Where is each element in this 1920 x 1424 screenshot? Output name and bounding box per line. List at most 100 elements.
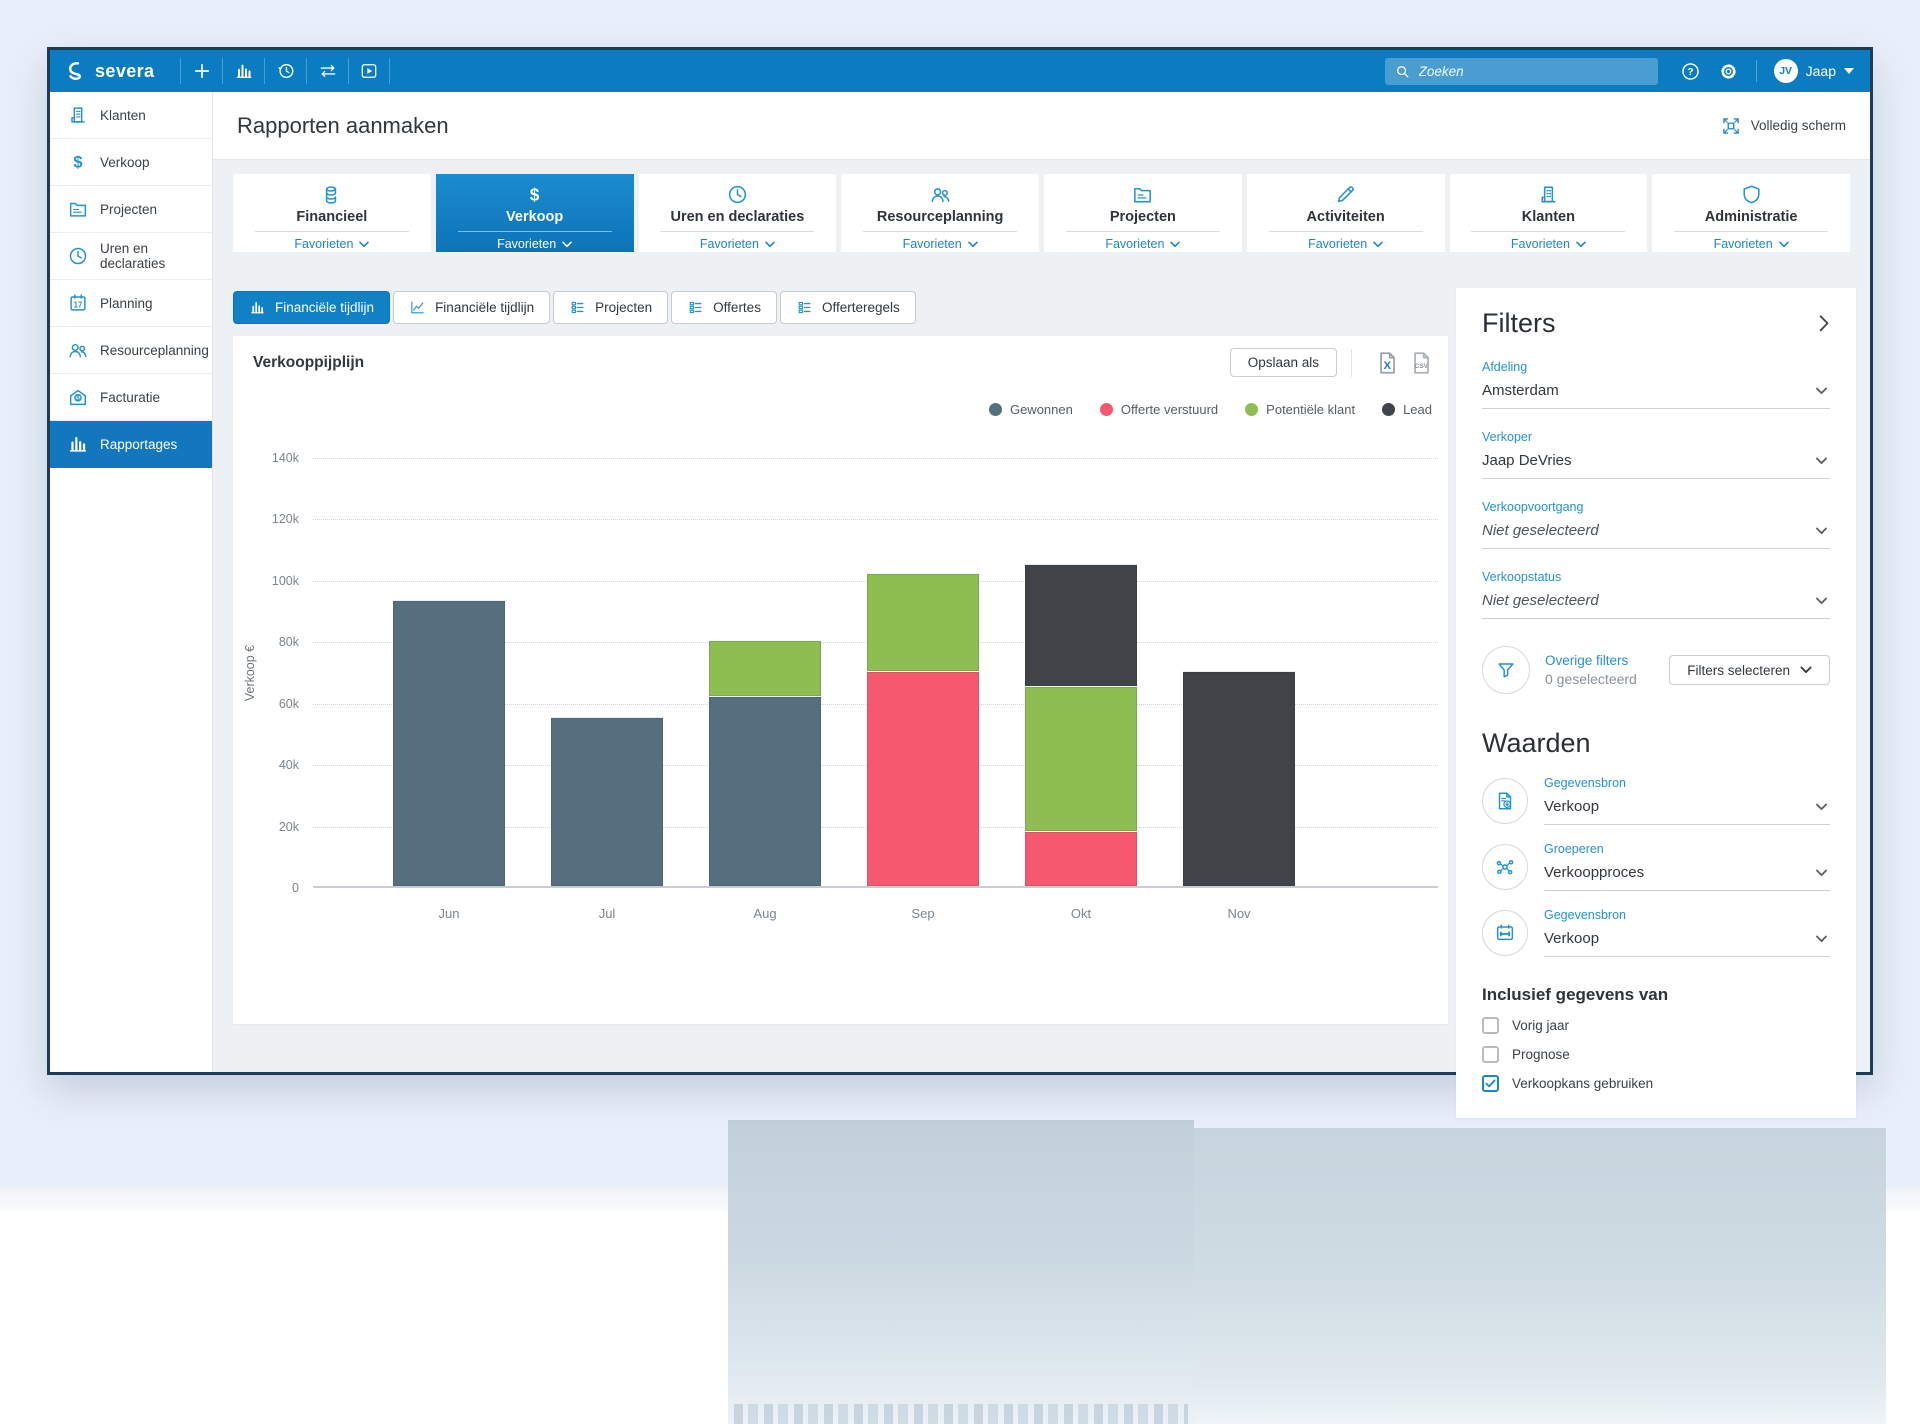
legend-item-offerte-verstuurd[interactable]: Offerte verstuurd xyxy=(1099,402,1218,417)
favorites-dropdown[interactable]: Favorieten xyxy=(1511,237,1586,251)
search-input[interactable] xyxy=(1418,63,1648,79)
report-tabs: Financiële tijdlijn Financiële tijdlijn … xyxy=(233,291,1448,324)
bar-segment-gewonnen[interactable] xyxy=(551,717,663,886)
sidebar-item-label: Klanten xyxy=(100,107,146,123)
play-icon xyxy=(359,61,379,81)
filter-verkoper[interactable]: Verkoper Jaap DeVries xyxy=(1482,430,1830,479)
network-icon xyxy=(1494,856,1516,878)
other-filters-label[interactable]: Overige filters xyxy=(1545,653,1629,668)
sidebar-item-uren-en-declaraties[interactable]: Uren en declaraties xyxy=(50,233,212,280)
select-filters-button[interactable]: Filters selecteren xyxy=(1669,655,1830,685)
bar-segment-gewonnen[interactable] xyxy=(393,600,505,886)
save-as-button[interactable]: Opslaan als xyxy=(1229,348,1337,377)
value-label: Groeperen xyxy=(1544,842,1604,856)
bar-segment-potentiële-klant[interactable] xyxy=(1025,686,1137,831)
settings-gear-icon[interactable] xyxy=(1718,61,1739,82)
filter-afdeling[interactable]: Afdeling Amsterdam xyxy=(1482,360,1830,409)
filter-value: Amsterdam xyxy=(1482,382,1559,399)
report-tab-financiele-tijdlijn-line[interactable]: Financiële tijdlijn xyxy=(393,291,551,324)
chevron-down-icon xyxy=(765,241,775,248)
report-tab-label: Financiële tijdlijn xyxy=(275,300,375,315)
chevron-down-icon xyxy=(1576,241,1586,248)
transfer-button[interactable] xyxy=(306,58,348,84)
tab-activiteiten[interactable]: Activiteiten Favorieten xyxy=(1246,174,1445,252)
x-tick-label: Sep xyxy=(911,906,935,921)
sidebar-item-resourceplanning[interactable]: Resourceplanning xyxy=(50,327,212,374)
bar-segment-potentiële-klant[interactable] xyxy=(867,572,979,671)
top-bar: severa JV Jaap xyxy=(50,50,1870,92)
sidebar-item-rapportages[interactable]: Rapportages xyxy=(50,421,212,468)
favorites-dropdown[interactable]: Favorieten xyxy=(700,237,775,251)
add-button[interactable] xyxy=(180,58,222,84)
bar-segment-offerte-verstuurd[interactable] xyxy=(1025,830,1137,886)
sidebar-item-label: Planning xyxy=(100,295,153,311)
sidebar-item-projecten[interactable]: Projecten xyxy=(50,186,212,233)
value-row-gegevensbron-1[interactable]: Gegevensbron Verkoop xyxy=(1482,776,1830,825)
fullscreen-button[interactable]: Volledig scherm xyxy=(1721,116,1846,136)
chevron-down-icon xyxy=(1815,527,1828,535)
tab-verkoop[interactable]: Verkoop Favorieten xyxy=(435,174,634,252)
favorites-dropdown[interactable]: Favorieten xyxy=(497,237,572,251)
export-csv-icon[interactable] xyxy=(1408,350,1434,376)
reports-button[interactable] xyxy=(222,58,264,84)
filter-verkoopstatus[interactable]: Verkoopstatus Niet geselecteerd xyxy=(1482,570,1830,619)
favorites-dropdown[interactable]: Favorieten xyxy=(1308,237,1383,251)
topbar-quick-actions xyxy=(180,50,391,92)
bar-segment-lead[interactable] xyxy=(1183,671,1295,886)
help-icon[interactable] xyxy=(1680,61,1701,82)
tab-financieel[interactable]: Financieel Favorieten xyxy=(233,174,431,252)
legend-item-gewonnen[interactable]: Gewonnen xyxy=(988,402,1073,417)
shield-icon xyxy=(1740,183,1763,206)
tab-administratie[interactable]: Administratie Favorieten xyxy=(1652,174,1850,252)
bar-segment-potentiële-klant[interactable] xyxy=(709,640,821,696)
report-tab-projecten[interactable]: Projecten xyxy=(553,291,669,324)
favorites-label: Favorieten xyxy=(1713,237,1773,251)
legend-item-lead[interactable]: Lead xyxy=(1382,402,1432,417)
value-row-gegevensbron-2[interactable]: Gegevensbron Verkoop xyxy=(1482,908,1830,957)
tab-uren-en-declaraties[interactable]: Uren en declaraties Favorieten xyxy=(638,174,837,252)
checkbox-prognose[interactable]: Prognose xyxy=(1482,1046,1830,1063)
sidebar-item-verkoop[interactable]: Verkoop xyxy=(50,139,212,186)
sidebar-item-klanten[interactable]: Klanten xyxy=(50,92,212,139)
user-menu[interactable]: JV Jaap xyxy=(1773,59,1854,83)
report-tab-offertes[interactable]: Offertes xyxy=(671,291,777,324)
bar-segment-offerte-verstuurd[interactable] xyxy=(867,671,979,886)
legend-label: Potentiële klant xyxy=(1266,402,1356,417)
gridline xyxy=(313,458,1438,459)
export-excel-icon[interactable] xyxy=(1374,350,1400,376)
bar-segment-gewonnen[interactable] xyxy=(709,695,821,886)
bar-segment-lead[interactable] xyxy=(1025,563,1137,687)
chevron-down-icon xyxy=(1815,869,1828,877)
favorites-dropdown[interactable]: Favorieten xyxy=(903,237,978,251)
report-tab-financiele-tijdlijn-bar[interactable]: Financiële tijdlijn xyxy=(233,291,391,324)
sidebar-item-facturatie[interactable]: Facturatie xyxy=(50,374,212,421)
favorites-dropdown[interactable]: Favorieten xyxy=(1105,237,1180,251)
favorites-dropdown[interactable]: Favorieten xyxy=(1714,237,1789,251)
checkbox-vorig-jaar[interactable]: Vorig jaar xyxy=(1482,1017,1830,1034)
plus-icon xyxy=(192,61,212,81)
checkbox-verkoopkans-gebruiken[interactable]: Verkoopkans gebruiken xyxy=(1482,1075,1830,1092)
user-name: Jaap xyxy=(1805,63,1836,79)
bar-chart-icon xyxy=(67,433,89,455)
tab-projecten[interactable]: Projecten Favorieten xyxy=(1044,174,1242,252)
tab-klanten[interactable]: Klanten Favorieten xyxy=(1449,174,1648,252)
severa-logo[interactable]: severa xyxy=(64,60,154,83)
tutorial-button[interactable] xyxy=(348,58,391,84)
search-box[interactable] xyxy=(1384,57,1658,85)
sidebar-item-planning[interactable]: Planning xyxy=(50,280,212,327)
favorites-dropdown[interactable]: Favorieten xyxy=(294,237,369,251)
favorites-label: Favorieten xyxy=(699,237,759,251)
report-chart-card: Verkooppijplijn Opslaan als xyxy=(233,336,1448,1024)
dollar-icon xyxy=(67,151,89,173)
history-button[interactable] xyxy=(264,58,306,84)
value-row-groeperen[interactable]: Groeperen Verkoopproces xyxy=(1482,842,1830,891)
filter-verkoopvoortgang[interactable]: Verkoopvoortgang Niet geselecteerd xyxy=(1482,500,1830,549)
chart-plot xyxy=(313,458,1438,888)
chevron-right-icon[interactable] xyxy=(1819,315,1830,332)
tab-resourceplanning[interactable]: Resourceplanning Favorieten xyxy=(841,174,1039,252)
report-tab-offerteregels[interactable]: Offerteregels xyxy=(779,291,916,324)
legend-item-potentiele-klant[interactable]: Potentiële klant xyxy=(1245,402,1355,417)
chevron-down-icon xyxy=(1170,241,1180,248)
list-icon xyxy=(796,299,813,316)
